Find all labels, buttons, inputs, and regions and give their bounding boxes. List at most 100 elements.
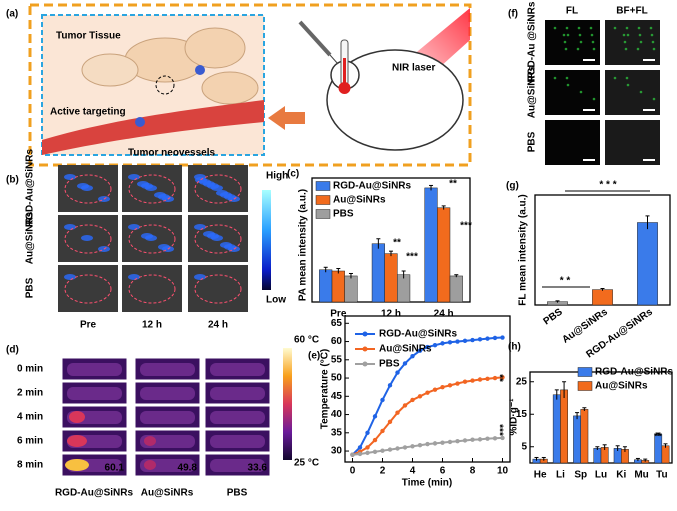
tumor-outline bbox=[128, 174, 176, 204]
y-tick-label: 35 bbox=[331, 427, 343, 438]
column-label: PBS bbox=[227, 488, 248, 499]
marker bbox=[477, 437, 483, 442]
fl-signal bbox=[553, 26, 557, 30]
marker bbox=[432, 441, 438, 446]
x-tick-label: 24 h bbox=[434, 309, 454, 320]
legend-label: Au@SiNRs bbox=[379, 344, 432, 355]
x-tick-label: 4 bbox=[410, 466, 416, 477]
fl-signal bbox=[639, 40, 643, 44]
pa-signal bbox=[137, 181, 149, 187]
pa-signal bbox=[203, 231, 215, 237]
column-label: FL bbox=[566, 6, 578, 17]
marker bbox=[492, 436, 498, 441]
bar bbox=[661, 445, 670, 464]
marker bbox=[365, 450, 370, 456]
significance: *** bbox=[460, 221, 472, 232]
fl-signal bbox=[623, 40, 627, 44]
y-tick-label: 5 bbox=[521, 441, 527, 452]
significance: ** bbox=[654, 432, 662, 443]
fl-signal bbox=[625, 26, 629, 30]
y-tick-label: 60 bbox=[331, 336, 343, 347]
mouse-shape bbox=[140, 387, 195, 400]
fl-signal bbox=[613, 26, 617, 30]
fl-signal bbox=[625, 76, 629, 80]
marker bbox=[410, 397, 415, 403]
cell bbox=[201, 71, 259, 105]
pa-signal bbox=[194, 224, 206, 230]
marker bbox=[372, 449, 378, 454]
marker bbox=[417, 394, 423, 399]
marker bbox=[357, 445, 363, 450]
marker bbox=[470, 378, 475, 383]
x-tick-label: PBS bbox=[542, 306, 565, 327]
x-tick-label: 6 bbox=[440, 466, 446, 477]
bar bbox=[319, 269, 333, 303]
marker bbox=[417, 348, 423, 353]
bar bbox=[449, 275, 463, 303]
fl-signal bbox=[576, 47, 580, 51]
significance: ** bbox=[449, 179, 457, 190]
legend-swatch bbox=[315, 209, 331, 219]
tumor-outline bbox=[64, 174, 112, 204]
fl-image bbox=[545, 20, 600, 65]
pa-signal bbox=[220, 242, 232, 248]
row-label: Au@SiNRs bbox=[527, 65, 538, 118]
y-axis-label: FL mean intensity (a.u.) bbox=[518, 194, 529, 306]
bar bbox=[580, 409, 589, 464]
panel-label: (c) bbox=[287, 169, 299, 180]
y-axis-label: %ID·g⁻¹ bbox=[509, 398, 520, 436]
y-tick-label: 25 bbox=[516, 376, 528, 387]
legend-marker bbox=[362, 361, 368, 367]
target-circle bbox=[155, 75, 175, 95]
x-tick-label: Li bbox=[556, 470, 565, 481]
fl-signal bbox=[652, 47, 656, 51]
tumor-outline bbox=[64, 224, 112, 254]
hot-spot bbox=[65, 459, 89, 471]
y-tick-label: 40 bbox=[331, 409, 343, 420]
fl-signal bbox=[566, 83, 570, 87]
row-label: 0 min bbox=[17, 364, 43, 375]
pa-signal bbox=[81, 235, 93, 241]
bar bbox=[560, 389, 568, 464]
marker bbox=[365, 445, 370, 450]
fl-signal bbox=[579, 40, 583, 44]
marker bbox=[380, 448, 385, 453]
colorbar-label: Low bbox=[266, 295, 286, 306]
row-label: PBS bbox=[25, 277, 36, 298]
legend-swatch bbox=[577, 367, 593, 377]
vessel bbox=[42, 100, 264, 155]
fl-signal bbox=[613, 76, 617, 80]
tumor-outline bbox=[194, 224, 242, 254]
marker bbox=[462, 379, 468, 384]
fl-signal bbox=[638, 33, 642, 37]
fl-signal bbox=[650, 33, 654, 37]
pa-signal bbox=[64, 274, 76, 280]
panel-label: (e) bbox=[308, 351, 320, 362]
marker bbox=[350, 452, 355, 457]
pa-signal bbox=[77, 183, 89, 189]
bar bbox=[331, 270, 345, 303]
bar bbox=[552, 394, 561, 464]
marker bbox=[402, 361, 408, 366]
temperature: 60.1 bbox=[105, 463, 125, 474]
x-tick-label: Ki bbox=[616, 470, 626, 481]
legend-label: PBS bbox=[379, 359, 400, 370]
mouse-shape bbox=[67, 363, 122, 376]
syringe bbox=[298, 20, 332, 57]
tissue-title: Tumor Tissue bbox=[56, 31, 121, 42]
marker bbox=[500, 435, 505, 441]
fl-image bbox=[605, 120, 660, 165]
bar bbox=[592, 289, 613, 306]
fl-image bbox=[545, 120, 600, 165]
y-tick-label: 65 bbox=[331, 318, 343, 329]
marker bbox=[447, 340, 453, 345]
fl-signal bbox=[636, 47, 640, 51]
fl-signal bbox=[592, 47, 596, 51]
row-label: 2 min bbox=[17, 388, 43, 399]
marker bbox=[410, 353, 415, 359]
legend-label: RGD-Au@SiNRs bbox=[333, 181, 412, 192]
fl-signal bbox=[553, 76, 557, 80]
fl-image bbox=[545, 70, 600, 115]
bar bbox=[437, 207, 451, 303]
